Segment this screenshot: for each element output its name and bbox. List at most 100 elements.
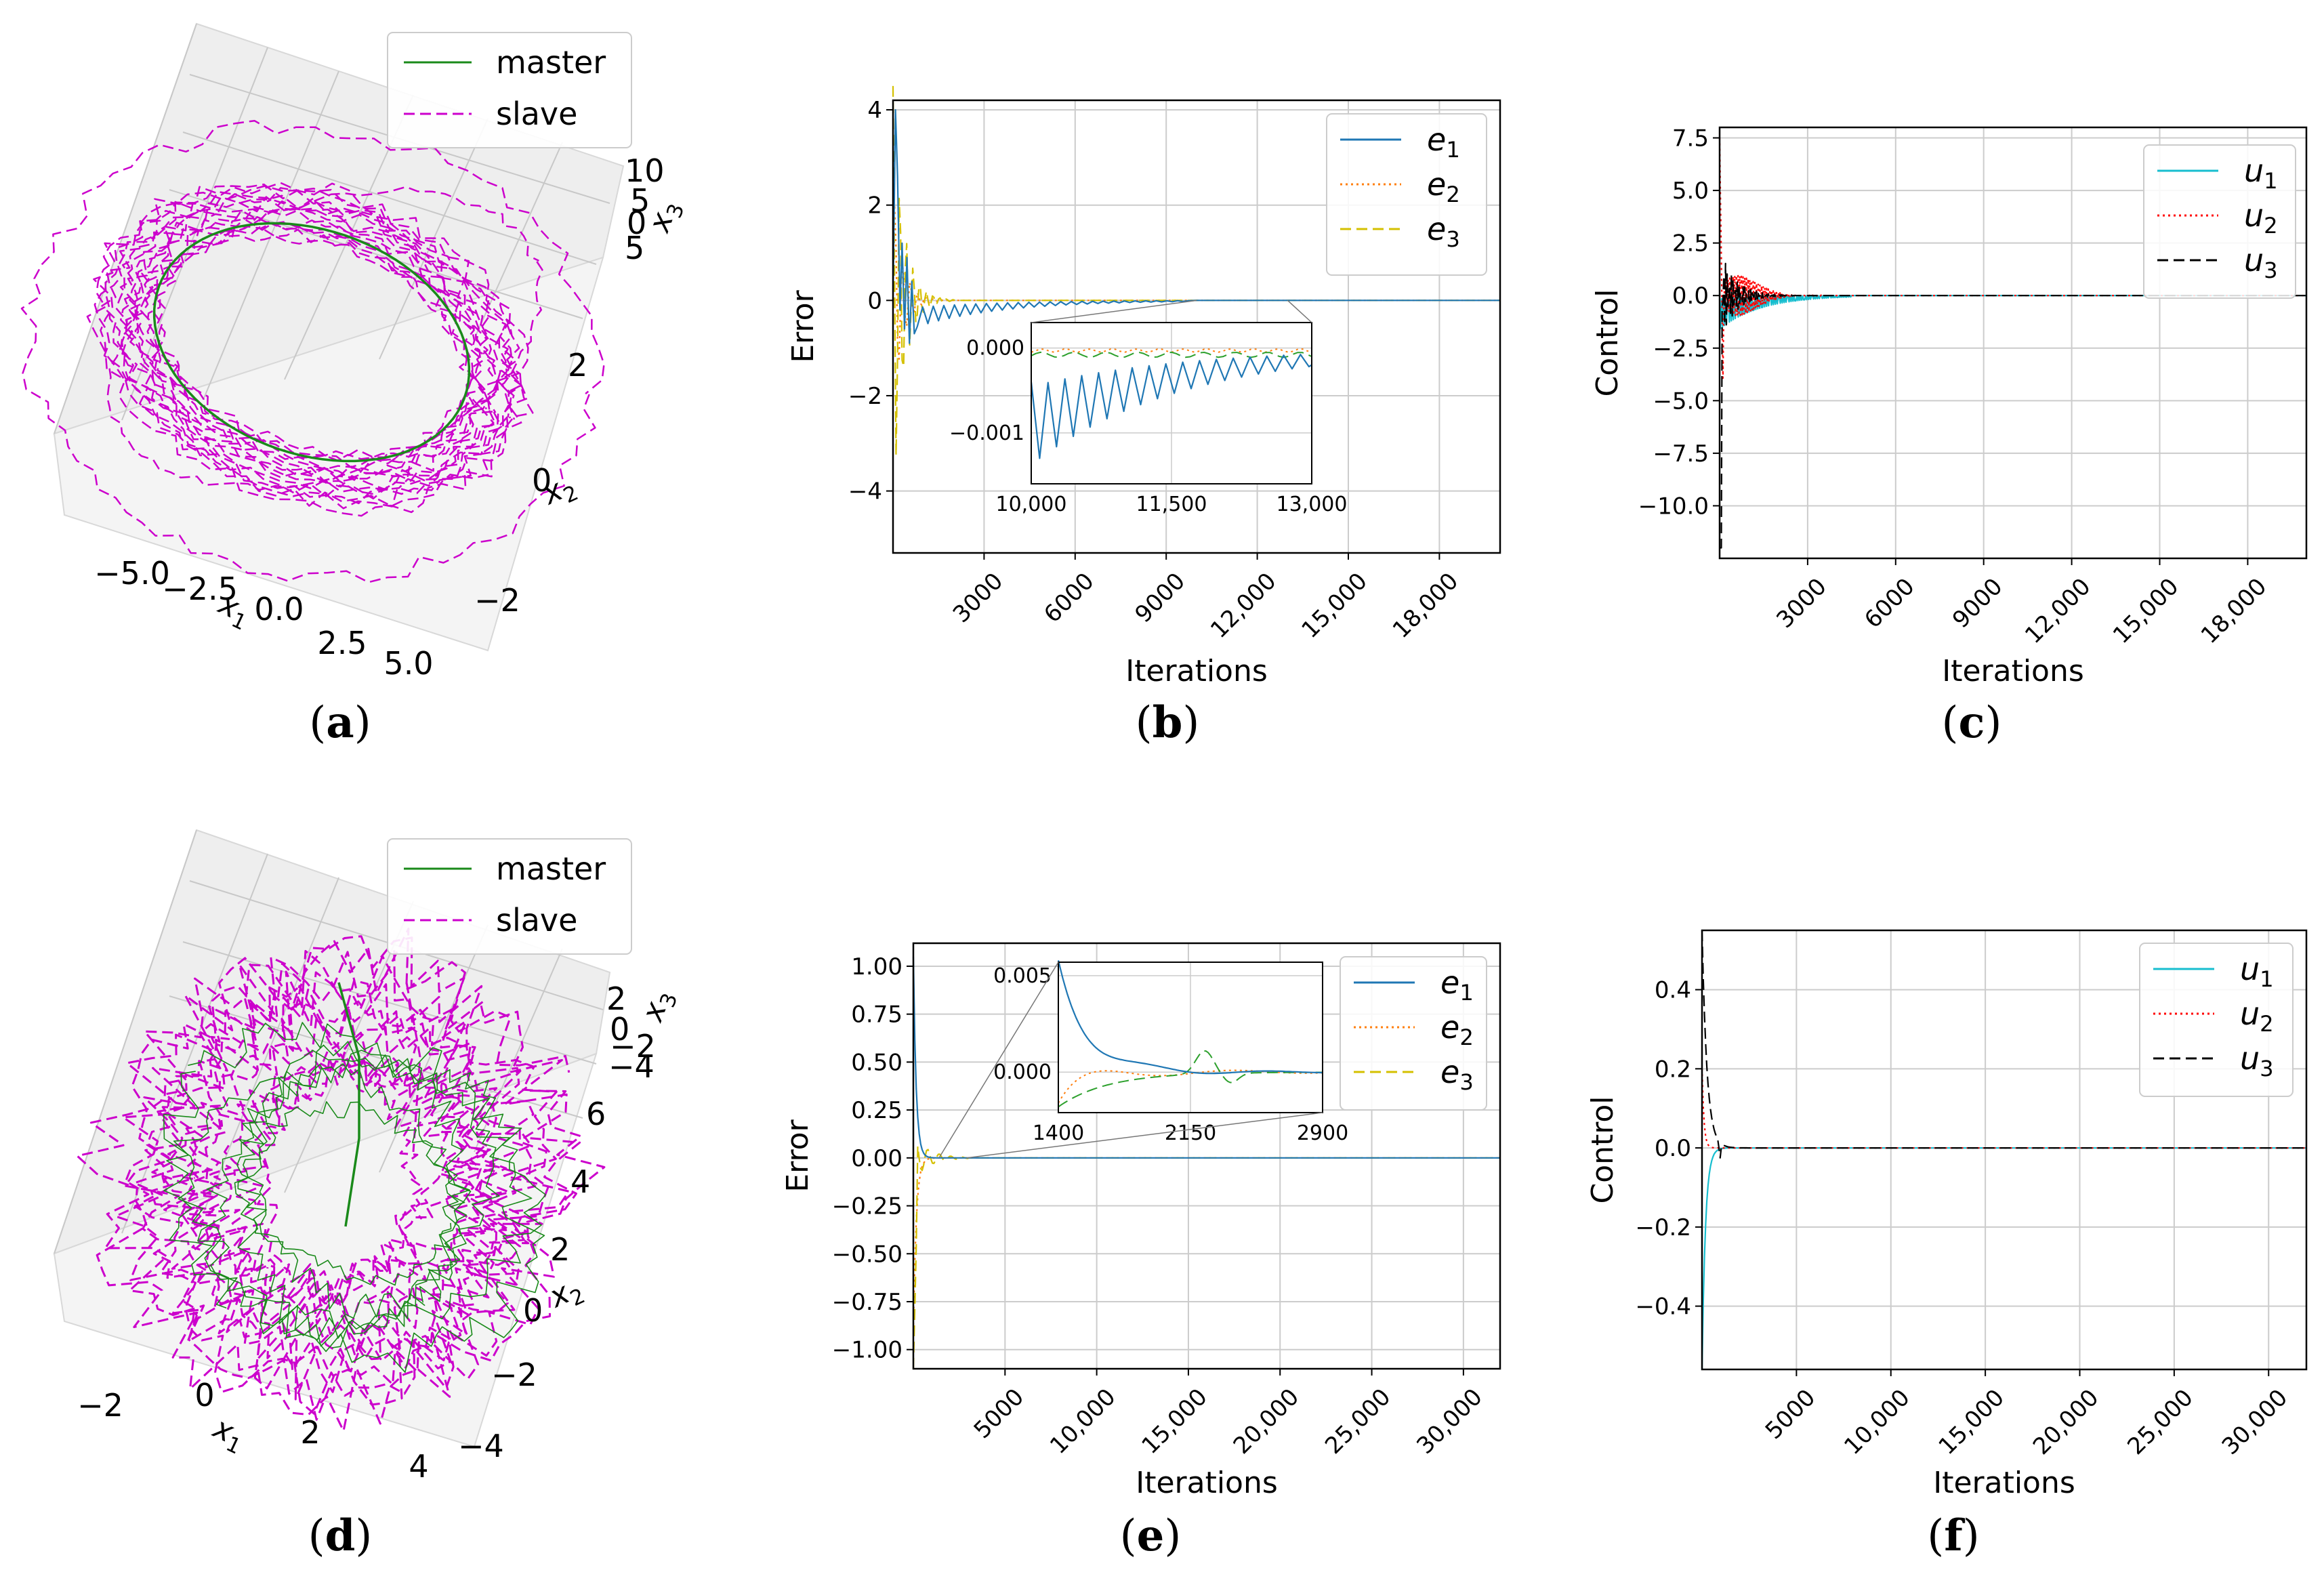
series-slave — [121, 205, 499, 484]
series-slave — [150, 989, 507, 1367]
series-slave — [180, 1016, 499, 1346]
y-tick-label: −0.75 — [832, 1289, 902, 1316]
zoom-connector — [1287, 299, 1312, 323]
axes-frame — [1701, 929, 2308, 1371]
x-tick-label: 15,000 — [1296, 568, 1372, 644]
panel-label-b: (b) — [1136, 697, 1200, 748]
axes-frame — [1718, 126, 2308, 560]
y-tick-label: −0.4 — [1635, 1294, 1691, 1321]
legend-label-u2: u2 — [2240, 995, 2274, 1037]
x-tick-label: 6000 — [1859, 573, 1920, 634]
x3-tick-label: 0 — [627, 205, 646, 241]
x-tick-label: 6000 — [1039, 568, 1099, 628]
x-tick-label: 5000 — [969, 1384, 1029, 1444]
x2-tick-label: 4 — [570, 1163, 590, 1200]
x-tick-label: 18,000 — [1388, 568, 1464, 644]
y-tick-label: −7.5 — [1653, 440, 1709, 468]
x2-tick-label: 2 — [550, 1231, 570, 1268]
y-tick-label: 0.75 — [851, 1001, 902, 1029]
x3-tick-label: −4 — [608, 1048, 655, 1085]
x-tick-label: 30,000 — [2217, 1384, 2293, 1460]
x1-tick-label: −2 — [77, 1387, 123, 1424]
x1-tick-label: 0 — [194, 1377, 214, 1413]
inset-y-tick-label: 0.000 — [993, 1060, 1052, 1084]
inset-e: 1400 2150 2900 0.005 0.000 — [993, 959, 1348, 1145]
y-tick-label: −1.00 — [832, 1337, 902, 1364]
y-tick-label: −0.50 — [832, 1241, 902, 1268]
series-slave — [101, 187, 522, 505]
pane-gridline — [121, 47, 268, 421]
legend-label-slave: slave — [496, 902, 577, 938]
x-tick-label: 3000 — [948, 568, 1008, 628]
pane-gridline — [203, 877, 339, 1214]
x2-tick-label: 2 — [568, 347, 587, 384]
series-master — [163, 1050, 547, 1339]
legend-label-u1: u1 — [2240, 951, 2274, 992]
y-tick-label: 0.2 — [1655, 1056, 1691, 1083]
inset-y-tick-label: −0.001 — [949, 421, 1024, 445]
x-axis-label: Iterations — [1933, 1466, 2075, 1500]
x-tick-label: 12,000 — [2020, 573, 2096, 649]
x-tick-label: 10,000 — [1839, 1384, 1915, 1460]
x-tick-label: 20,000 — [1228, 1384, 1304, 1460]
series-slave — [93, 185, 528, 508]
legend-label-e2: e2 — [1427, 166, 1460, 207]
panel-label-f: (f) — [1927, 1510, 1979, 1561]
legend-label-e3: e3 — [1427, 211, 1460, 252]
y-tick-label: 1.00 — [851, 953, 902, 980]
inset-x-tick-label: 13,000 — [1277, 493, 1348, 516]
x1-axis-label: x1 — [205, 1410, 251, 1460]
series-slave — [154, 234, 474, 459]
x-axis-label: Iterations — [1125, 654, 1268, 688]
inset-y-tick-label: 0.000 — [966, 337, 1024, 360]
series-slave — [94, 183, 522, 510]
series-e1 — [892, 109, 1500, 344]
y-tick-label: 0.0 — [1672, 283, 1709, 310]
panel-label-d: (d) — [308, 1510, 373, 1561]
y-tick-label: 7.5 — [1672, 125, 1709, 152]
x1-tick-label: 2.5 — [317, 625, 367, 661]
pane-gridline — [182, 941, 597, 1065]
axes-frame — [892, 99, 1501, 554]
legend-label-e3: e3 — [1440, 1054, 1474, 1095]
inset-x-tick-label: 10,000 — [996, 493, 1067, 516]
y-tick-label: −5.0 — [1653, 388, 1709, 415]
inset-frame — [1058, 962, 1323, 1113]
y-tick-label: 4 — [867, 97, 882, 124]
x1-tick-label: 2 — [300, 1414, 320, 1451]
panel-label-e: (e) — [1120, 1510, 1182, 1561]
panel-label-a: (a) — [309, 697, 371, 748]
x-axis-label: Iterations — [1136, 1466, 1278, 1500]
series-slave — [106, 186, 543, 491]
inset-x-tick-label: 2150 — [1165, 1121, 1216, 1145]
panel-label-c: (c) — [1942, 697, 2002, 748]
y-tick-label: 0 — [867, 287, 882, 314]
series-master — [152, 222, 471, 463]
y-tick-label: −0.25 — [832, 1193, 902, 1220]
series-master — [234, 1041, 472, 1348]
panel-a: −5.0−2.50.02.55.020−210505x1x2x3mastersl… — [20, 22, 690, 682]
inset-b: 10,000 11,500 13,000 0.000 −0.001 — [949, 322, 1348, 516]
y-tick-label: 2.5 — [1672, 230, 1709, 257]
pane-gridline — [182, 131, 597, 265]
y-tick-label: 0.0 — [1655, 1135, 1691, 1162]
legend-label-e1: e1 — [1427, 121, 1460, 163]
series-e3 — [912, 1145, 1500, 1369]
series-u3 — [1701, 930, 2306, 1159]
series-u3 — [1720, 262, 2306, 549]
legend-label-master: master — [496, 44, 606, 81]
x-tick-label: 15,000 — [1934, 1384, 2010, 1460]
y-tick-label: 0.4 — [1655, 977, 1691, 1004]
pane-gridline — [54, 23, 197, 434]
y-tick-label: −2 — [848, 383, 882, 410]
series-slave — [125, 209, 498, 482]
series-e2 — [912, 1157, 1500, 1331]
x1-tick-label: −2.5 — [162, 571, 238, 607]
series-slave — [231, 1052, 449, 1307]
x-tick-label: 18,000 — [2196, 573, 2272, 649]
x-tick-label: 12,000 — [1205, 568, 1281, 644]
x-tick-label: 15,000 — [1136, 1384, 1212, 1460]
legend-label-u2: u2 — [2244, 197, 2278, 239]
series-master — [197, 1047, 500, 1347]
inset-x-tick-label: 2900 — [1297, 1121, 1348, 1145]
